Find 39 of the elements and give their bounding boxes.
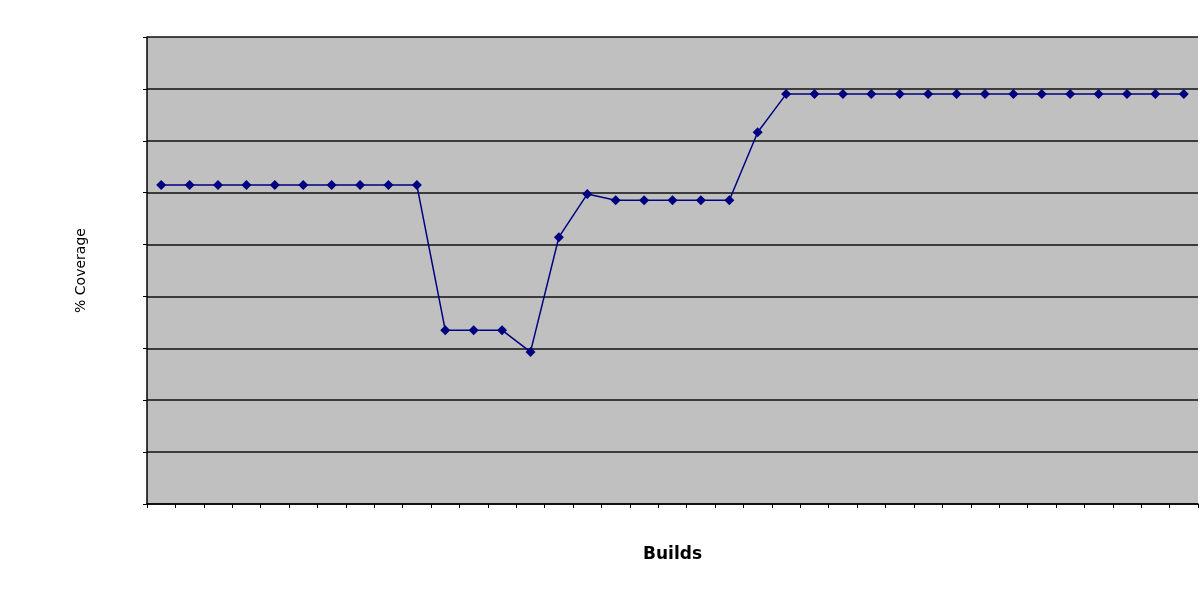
point bbox=[582, 189, 593, 200]
point bbox=[639, 195, 650, 206]
point bbox=[1093, 89, 1104, 100]
point bbox=[866, 89, 877, 100]
point bbox=[894, 89, 905, 100]
point bbox=[411, 180, 422, 191]
point bbox=[213, 180, 224, 191]
point bbox=[979, 89, 990, 100]
x-axis-title: Builds bbox=[642, 542, 703, 563]
point bbox=[326, 180, 337, 191]
point bbox=[1121, 89, 1132, 100]
y-axis-title: % Coverage bbox=[72, 228, 88, 313]
point bbox=[1036, 89, 1047, 100]
point bbox=[951, 89, 962, 100]
point bbox=[752, 127, 763, 138]
point bbox=[440, 325, 451, 336]
point bbox=[468, 325, 479, 336]
point bbox=[269, 180, 280, 191]
point bbox=[1150, 89, 1161, 100]
point bbox=[667, 195, 678, 206]
point bbox=[1008, 89, 1019, 100]
point bbox=[298, 180, 309, 191]
point bbox=[525, 346, 536, 357]
point bbox=[355, 180, 366, 191]
point bbox=[695, 195, 706, 206]
point bbox=[1065, 89, 1076, 100]
point bbox=[497, 325, 508, 336]
point bbox=[1178, 89, 1189, 100]
point bbox=[809, 89, 820, 100]
point bbox=[923, 89, 934, 100]
point bbox=[724, 195, 735, 206]
point bbox=[553, 232, 564, 243]
point bbox=[610, 195, 621, 206]
point bbox=[156, 180, 167, 191]
point bbox=[184, 180, 195, 191]
point bbox=[241, 180, 252, 191]
point bbox=[781, 89, 792, 100]
point bbox=[383, 180, 394, 191]
point bbox=[837, 89, 848, 100]
